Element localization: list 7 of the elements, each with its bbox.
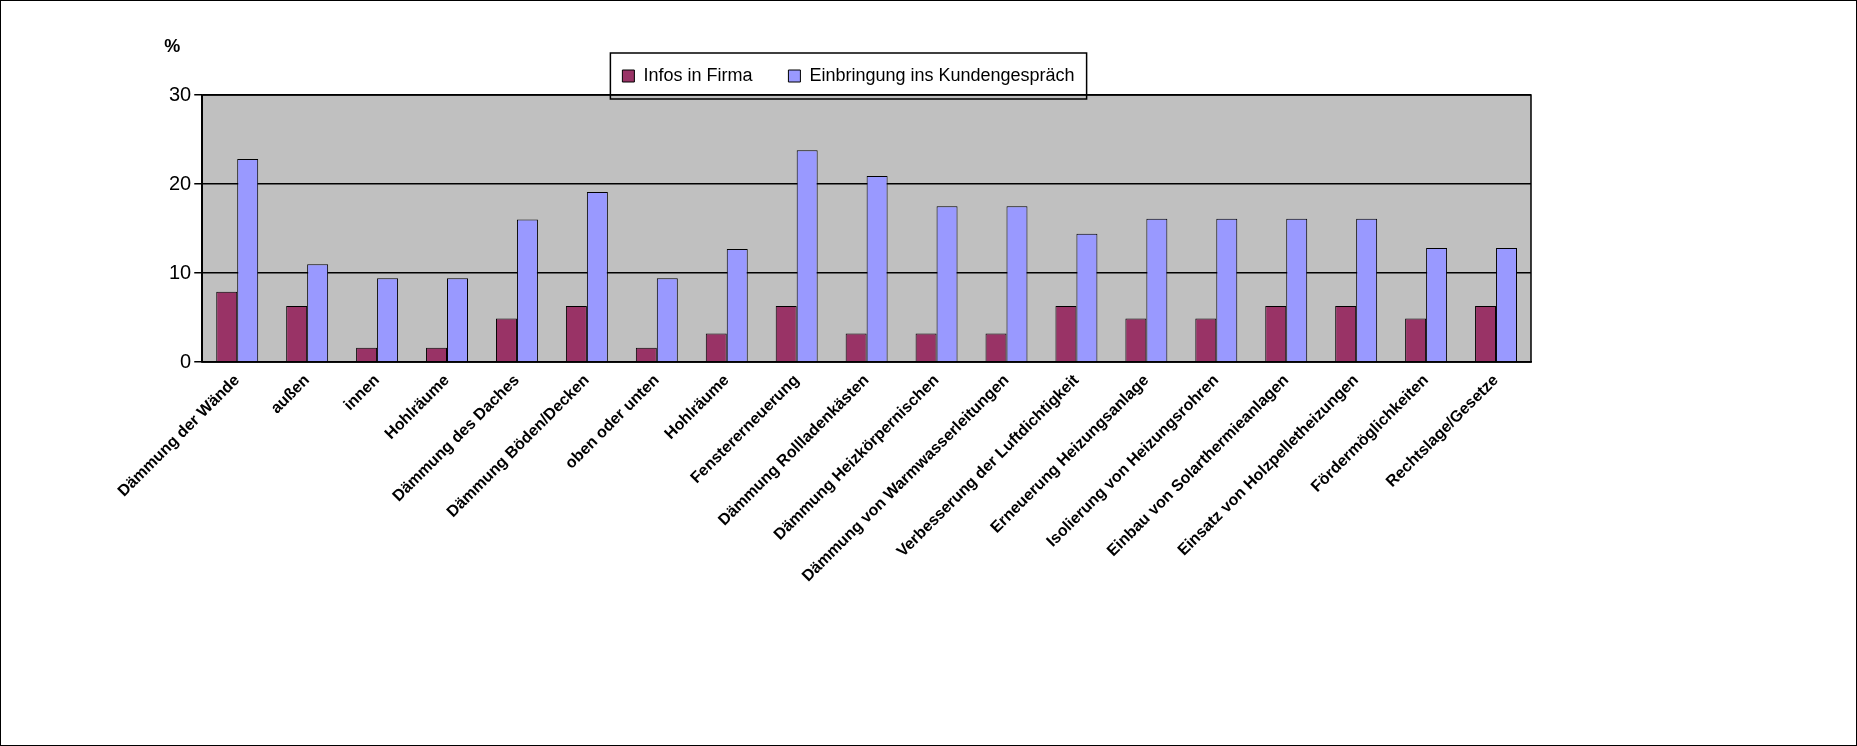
legend-label: Einbringung ins Kundengespräch [809,64,1075,85]
y-axis-title: % [164,35,181,56]
y-tick-label: 30 [169,82,192,105]
legend-label: Infos in Firma [643,64,754,85]
y-tick-label: 0 [180,349,192,372]
y-tick-label: 20 [169,171,192,194]
y-tick-label: 10 [169,260,192,283]
